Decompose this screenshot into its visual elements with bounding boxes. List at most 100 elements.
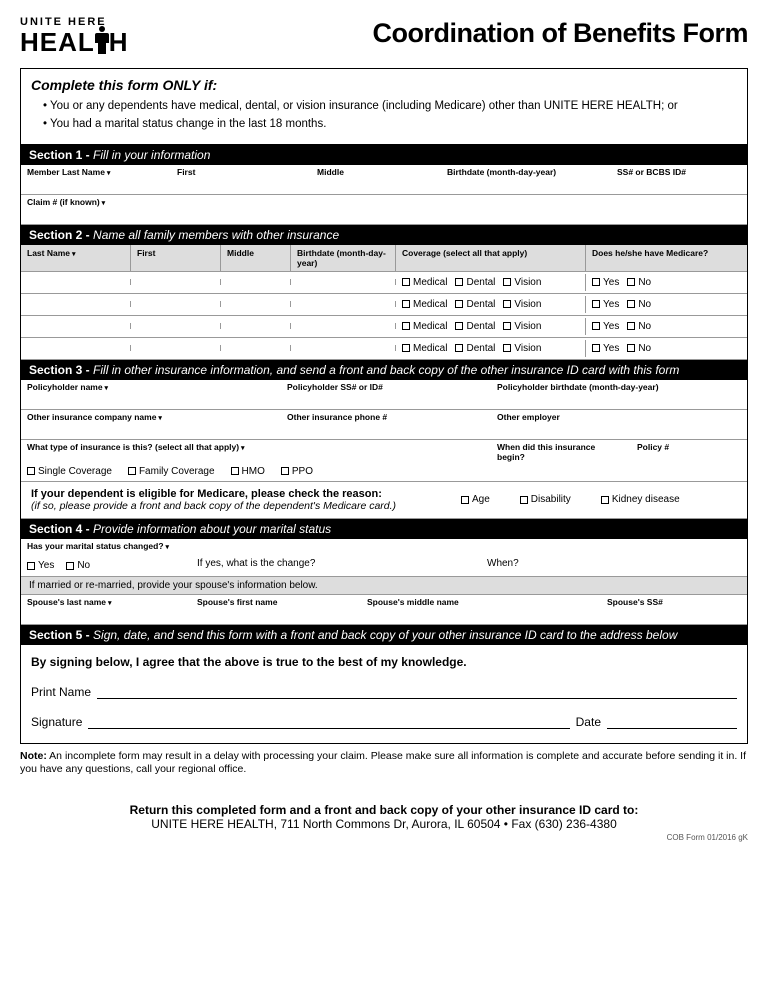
policy-number-field[interactable]: Policy # (631, 440, 747, 462)
logo-bottom: HEAL H (20, 28, 129, 54)
dental-checkbox[interactable]: Dental (455, 299, 495, 310)
medicare-no-checkbox[interactable]: No (627, 343, 651, 354)
medicare-reason-italic: (if so, please provide a front and back … (31, 500, 431, 512)
s2-last-field[interactable] (21, 301, 131, 307)
col-middle: Middle (221, 245, 291, 271)
medicare-yes-checkbox[interactable]: Yes (592, 343, 619, 354)
s2-bdate-field[interactable] (291, 323, 396, 329)
medical-checkbox[interactable]: Medical (402, 299, 447, 310)
date-input[interactable] (607, 715, 737, 729)
person-icon (95, 28, 109, 54)
age-checkbox[interactable]: Age (461, 494, 490, 505)
marital-when-field[interactable]: When? (481, 556, 525, 576)
dental-checkbox[interactable]: Dental (455, 343, 495, 354)
s2-bdate-field[interactable] (291, 345, 396, 351)
s2-first-field[interactable] (131, 301, 221, 307)
s3-row2: Other insurance company name Other insur… (21, 410, 747, 440)
spouse-first-field[interactable]: Spouse's first name (191, 595, 361, 624)
s2-middle-field[interactable] (221, 279, 291, 285)
kidney-checkbox[interactable]: Kidney disease (601, 494, 680, 505)
s2-coverage-cell: Medical Dental Vision (396, 318, 586, 335)
s2-bdate-field[interactable] (291, 301, 396, 307)
s2-first-field[interactable] (131, 323, 221, 329)
policyholder-ss-field[interactable]: Policyholder SS# or ID# (281, 380, 491, 409)
s4-row1: Has your marital status changed? Yes No … (21, 539, 747, 577)
vision-checkbox[interactable]: Vision (503, 343, 541, 354)
section-3-header: Section 3 - Fill in other insurance info… (21, 360, 747, 380)
s2-last-field[interactable] (21, 279, 131, 285)
family-coverage-checkbox[interactable]: Family Coverage (128, 466, 215, 477)
other-ins-phone-field[interactable]: Other insurance phone # (281, 410, 491, 439)
s2-medicare-cell: Yes No (586, 296, 747, 313)
s2-middle-field[interactable] (221, 301, 291, 307)
first-name-field[interactable]: First (171, 165, 311, 194)
marital-changed-label: Has your marital status changed? (21, 539, 747, 556)
s1-row2: Claim # (if known) (21, 195, 747, 225)
medicare-yes-checkbox[interactable]: Yes (592, 321, 619, 332)
middle-name-field[interactable]: Middle (311, 165, 441, 194)
return-instruction: Return this completed form and a front a… (20, 803, 748, 831)
vision-checkbox[interactable]: Vision (503, 299, 541, 310)
other-ins-name-field[interactable]: Other insurance company name (21, 410, 281, 439)
s2-middle-field[interactable] (221, 323, 291, 329)
s2-last-field[interactable] (21, 323, 131, 329)
ppo-checkbox[interactable]: PPO (281, 466, 313, 477)
marital-yes-checkbox[interactable]: Yes (27, 558, 54, 574)
birthdate-field[interactable]: Birthdate (month-day-year) (441, 165, 611, 194)
section-4-header: Section 4 - Provide information about yo… (21, 519, 747, 539)
policyholder-bdate-field[interactable]: Policyholder birthdate (month-day-year) (491, 380, 747, 409)
medical-checkbox[interactable]: Medical (402, 321, 447, 332)
vision-checkbox[interactable]: Vision (503, 321, 541, 332)
col-last: Last Name (21, 245, 131, 271)
signature-input[interactable] (88, 715, 569, 729)
dental-checkbox[interactable]: Dental (455, 321, 495, 332)
s2-first-field[interactable] (131, 345, 221, 351)
medicare-yes-checkbox[interactable]: Yes (592, 299, 619, 310)
section-2-header: Section 2 - Name all family members with… (21, 225, 747, 245)
medicare-no-checkbox[interactable]: No (627, 321, 651, 332)
spouse-last-field[interactable]: Spouse's last name (21, 595, 191, 624)
insurance-begin-field[interactable]: When did this insurance begin? (491, 440, 631, 462)
medical-checkbox[interactable]: Medical (402, 277, 447, 288)
s2-first-field[interactable] (131, 279, 221, 285)
s2-medicare-cell: Yes No (586, 274, 747, 291)
member-last-name-field[interactable]: Member Last Name (21, 165, 171, 194)
marital-change-field[interactable]: If yes, what is the change? (191, 556, 481, 576)
section-1-header: Section 1 - Fill in your information (21, 145, 747, 165)
form-container: Complete this form ONLY if: You or any d… (20, 68, 748, 744)
s2-bdate-field[interactable] (291, 279, 396, 285)
logo-text-pre: HEAL (20, 31, 95, 54)
col-medicare: Does he/she have Medicare? (586, 245, 747, 271)
medical-checkbox[interactable]: Medical (402, 343, 447, 354)
signature-line: Signature Date (31, 715, 737, 729)
spouse-middle-field[interactable]: Spouse's middle name (361, 595, 601, 624)
header-row: UNITE HERE HEAL H Coordination of Benefi… (20, 18, 748, 54)
marital-no-checkbox[interactable]: No (66, 558, 90, 574)
policyholder-name-field[interactable]: Policyholder name (21, 380, 281, 409)
col-bdate: Birthdate (month-day-year) (291, 245, 396, 271)
insurance-type-label: What type of insurance is this? (select … (21, 440, 491, 462)
medicare-yes-checkbox[interactable]: Yes (592, 277, 619, 288)
ss-bcbs-field[interactable]: SS# or BCBS ID# (611, 165, 747, 194)
claim-number-field[interactable]: Claim # (if known) (21, 195, 747, 224)
s2-medicare-cell: Yes No (586, 318, 747, 335)
spouse-info-header: If married or re-married, provide your s… (21, 577, 747, 595)
medicare-no-checkbox[interactable]: No (627, 277, 651, 288)
s2-row: Medical Dental Vision Yes No (21, 316, 747, 338)
disability-checkbox[interactable]: Disability (520, 494, 571, 505)
vision-checkbox[interactable]: Vision (503, 277, 541, 288)
section-5-header: Section 5 - Sign, date, and send this fo… (21, 625, 747, 645)
dental-checkbox[interactable]: Dental (455, 277, 495, 288)
medicare-reason-row: If your dependent is eligible for Medica… (21, 482, 747, 519)
s2-middle-field[interactable] (221, 345, 291, 351)
print-name-line: Print Name (31, 685, 737, 699)
other-employer-field[interactable]: Other employer (491, 410, 747, 439)
form-code: COB Form 01/2016 gK (20, 833, 748, 842)
print-name-input[interactable] (97, 685, 737, 699)
hmo-checkbox[interactable]: HMO (231, 466, 265, 477)
s4-spouse-row: Spouse's last name Spouse's first name S… (21, 595, 747, 625)
single-coverage-checkbox[interactable]: Single Coverage (27, 466, 112, 477)
s2-last-field[interactable] (21, 345, 131, 351)
medicare-no-checkbox[interactable]: No (627, 299, 651, 310)
spouse-ss-field[interactable]: Spouse's SS# (601, 595, 747, 624)
